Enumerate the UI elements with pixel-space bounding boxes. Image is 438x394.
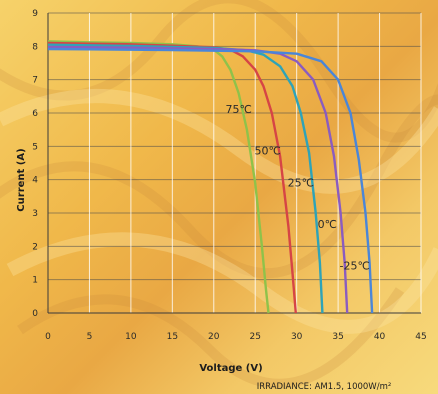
y-axis-title: Current (A) <box>16 148 27 211</box>
y-tick-label: 8 <box>32 42 38 52</box>
series-line-2 <box>47 43 324 314</box>
y-tick-label: 5 <box>32 142 38 152</box>
series-line-4 <box>47 47 374 314</box>
x-tick-label: 0 <box>45 332 51 342</box>
curve-label-2: 25℃ <box>288 176 314 189</box>
curve-label-3: 0℃ <box>318 218 337 231</box>
y-tick-label: 7 <box>32 76 38 86</box>
series-line-1 <box>47 41 297 314</box>
x-tick-label: 10 <box>125 332 137 342</box>
series-group <box>47 40 374 314</box>
y-tick-label: 3 <box>32 209 38 219</box>
series-line-3 <box>47 45 349 314</box>
y-tick-label: 9 <box>32 9 38 19</box>
x-tick-label: 35 <box>332 332 343 342</box>
x-tick-label: 40 <box>374 332 386 342</box>
y-tick-label: 0 <box>32 309 38 319</box>
x-tick-label: 25 <box>249 332 260 342</box>
curve-labels: 75℃ 50℃ 25℃ 0℃ -25℃ <box>225 103 369 273</box>
x-axis-title: Voltage (V) <box>199 363 262 374</box>
irradiance-note: IRRADIANCE: AM1.5, 1000W/m² <box>257 382 392 392</box>
y-tick-label: 1 <box>32 276 38 286</box>
y-tick-label: 4 <box>32 176 38 186</box>
x-tick-label: 30 <box>291 332 303 342</box>
y-tick-label: 2 <box>32 242 38 252</box>
series-line-0 <box>47 40 270 314</box>
x-tick-label: 5 <box>87 332 93 342</box>
y-tick-label: 6 <box>32 109 38 119</box>
curve-label-0: 75℃ <box>225 103 251 116</box>
x-tick-label: 20 <box>208 332 220 342</box>
curve-label-4: -25℃ <box>340 260 370 273</box>
x-tick-label: 45 <box>415 332 426 342</box>
curve-label-1: 50℃ <box>254 145 280 158</box>
x-tick-label: 15 <box>167 332 178 342</box>
